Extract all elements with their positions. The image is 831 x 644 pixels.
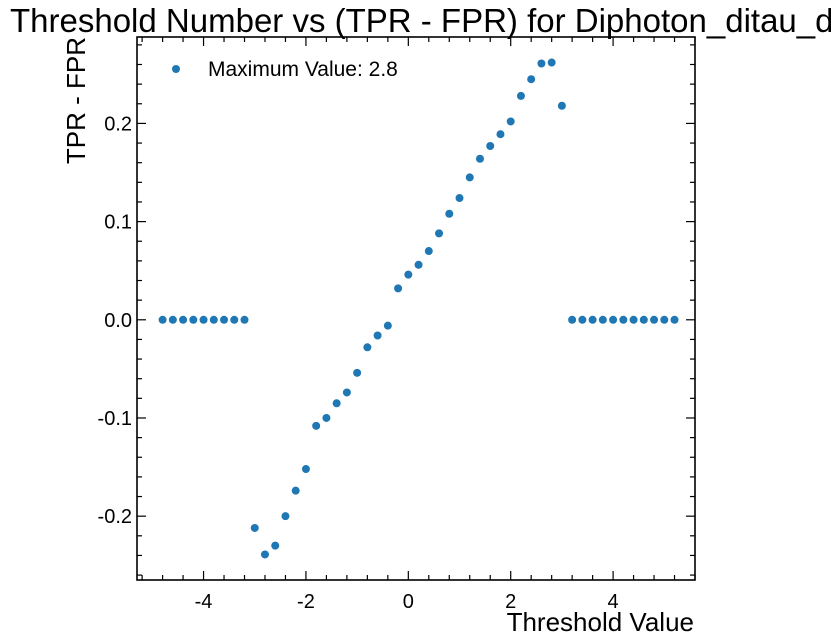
scatter-point bbox=[332, 399, 341, 408]
scatter-point bbox=[383, 321, 392, 330]
y-tick-label: 0.1 bbox=[104, 212, 132, 234]
scatter-point bbox=[424, 247, 433, 256]
scatter-point bbox=[619, 315, 628, 324]
x-ticks: -4 -2 0 2 4 bbox=[141, 37, 696, 613]
scatter-point bbox=[537, 59, 546, 68]
y-ticks: -0.2 -0.1 0.0 0.1 0.2 bbox=[98, 44, 695, 576]
scatter-point bbox=[455, 194, 464, 203]
scatter-point bbox=[588, 315, 597, 324]
scatter-point bbox=[353, 368, 362, 377]
scatter-point bbox=[465, 173, 474, 182]
scatter-point bbox=[639, 315, 648, 324]
y-axis-label: TPR - FPR bbox=[61, 37, 91, 164]
scatter-point bbox=[670, 315, 679, 324]
scatter-point bbox=[271, 541, 280, 550]
scatter-point bbox=[506, 117, 515, 126]
scatter-point bbox=[189, 315, 198, 324]
scatter-point bbox=[557, 101, 566, 110]
scatter-point bbox=[496, 130, 505, 139]
plot-frame bbox=[136, 36, 696, 581]
y-tick-label: 0.2 bbox=[104, 113, 132, 135]
scatter-point bbox=[435, 229, 444, 238]
scatter-point bbox=[342, 388, 351, 397]
scatter-point bbox=[578, 315, 587, 324]
scatter-point bbox=[547, 58, 556, 67]
scatter-point bbox=[404, 270, 413, 279]
scatter-point bbox=[660, 315, 669, 324]
scatter-point bbox=[445, 209, 454, 218]
scatter-point bbox=[516, 91, 525, 100]
scatter-point bbox=[598, 315, 607, 324]
scatter-point bbox=[475, 154, 484, 163]
scatter-point bbox=[168, 315, 177, 324]
legend: Maximum Value: 2.8 bbox=[172, 58, 398, 81]
scatter-point bbox=[260, 550, 269, 559]
scatter-point bbox=[209, 315, 218, 324]
scatter-point bbox=[281, 512, 290, 521]
scatter-point bbox=[199, 315, 208, 324]
legend-marker bbox=[172, 65, 180, 73]
x-tick-label: 2 bbox=[505, 591, 516, 613]
x-tick-label: -2 bbox=[297, 591, 315, 613]
y-tick-label: -0.2 bbox=[98, 506, 132, 528]
plot-area bbox=[136, 36, 696, 581]
scatter-point bbox=[250, 523, 259, 532]
y-tick-label: -0.1 bbox=[98, 408, 132, 430]
scatter-point bbox=[373, 331, 382, 340]
x-axis-label: Threshold Value bbox=[507, 607, 694, 637]
scatter-point bbox=[158, 315, 167, 324]
scatter-point bbox=[230, 315, 239, 324]
scatter-point bbox=[291, 486, 300, 495]
scatter-points bbox=[158, 58, 679, 559]
scatter-point bbox=[363, 343, 372, 352]
scatter-point bbox=[414, 260, 423, 269]
scatter-point bbox=[394, 284, 403, 293]
scatter-point bbox=[220, 315, 229, 324]
scatter-point bbox=[629, 315, 638, 324]
scatter-point bbox=[240, 315, 249, 324]
scatter-point bbox=[568, 315, 577, 324]
x-tick-label: 0 bbox=[403, 591, 414, 613]
scatter-point bbox=[650, 315, 659, 324]
scatter-point bbox=[322, 413, 331, 422]
scatter-point bbox=[312, 421, 321, 430]
legend-entry: Maximum Value: 2.8 bbox=[208, 58, 398, 81]
scatter-point bbox=[486, 141, 495, 150]
scatter-point bbox=[301, 465, 310, 474]
scatter-point bbox=[179, 315, 188, 324]
scatter-point bbox=[527, 75, 536, 84]
y-tick-label: 0.0 bbox=[104, 310, 132, 332]
x-tick-label: 4 bbox=[608, 591, 619, 613]
chart-title: Threshold Number vs (TPR - FPR) for Diph… bbox=[10, 2, 831, 39]
scatter-point bbox=[609, 315, 618, 324]
x-tick-label: -4 bbox=[195, 591, 213, 613]
